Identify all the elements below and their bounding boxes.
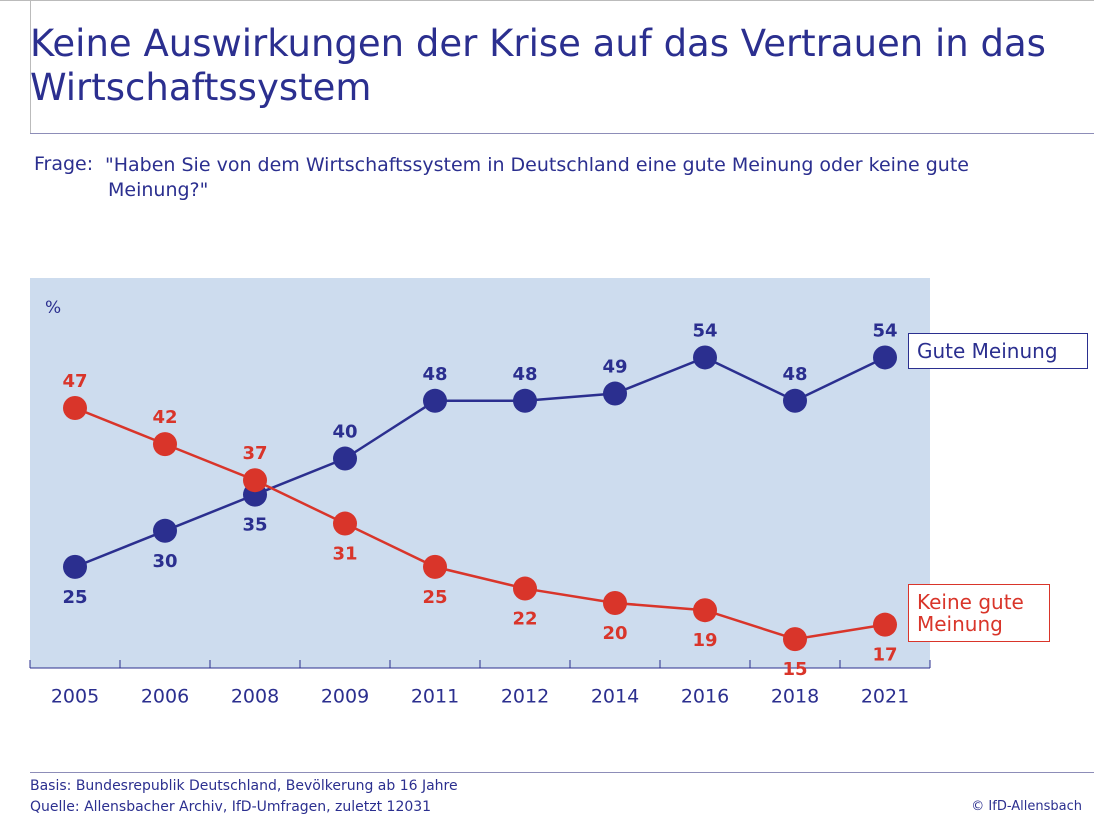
point: [873, 612, 897, 637]
data-label: 25: [422, 587, 447, 608]
divider: [30, 133, 1094, 134]
series-line: [74, 406, 886, 641]
data-label: 54: [692, 320, 717, 341]
point: [603, 591, 627, 615]
point: [63, 396, 87, 420]
data-label: 31: [332, 544, 357, 565]
point: [783, 627, 807, 652]
point: [243, 468, 267, 493]
x-tick-label: 2016: [681, 686, 729, 708]
point: [693, 345, 717, 370]
data-label: 47: [62, 371, 87, 392]
data-label: 48: [782, 364, 807, 385]
data-label: 48: [422, 364, 447, 385]
x-tick-label: 2011: [411, 686, 459, 708]
data-label: 20: [602, 623, 627, 644]
data-label: 35: [242, 515, 267, 536]
data-label: 22: [512, 609, 537, 630]
source: Quelle: Allensbacher Archiv, IfD-Umfrage…: [30, 799, 432, 815]
x-tick-label: 2006: [141, 686, 189, 708]
point: [423, 554, 447, 579]
chart-title: Keine Auswirkungen der Krise auf das Ver…: [30, 22, 1046, 109]
point: [513, 388, 537, 413]
frame-top: [0, 0, 1094, 1]
point: [693, 598, 717, 623]
point: [153, 518, 177, 543]
point: [153, 432, 177, 457]
data-label: 17: [872, 645, 897, 666]
question-label: Frage:: [34, 153, 94, 175]
point: [513, 576, 537, 601]
data-label: 54: [872, 320, 897, 341]
y-axis-label: %: [45, 298, 61, 318]
copyright: © IfD-Allensbach: [971, 799, 1082, 814]
data-label: 48: [512, 364, 537, 385]
data-label: 49: [602, 357, 627, 378]
point: [333, 511, 357, 536]
x-tick-label: 2018: [771, 686, 819, 708]
point: [873, 345, 897, 370]
x-tick-label: 2021: [861, 686, 909, 708]
divider: [30, 772, 1094, 773]
x-tick-label: 2014: [591, 686, 639, 708]
basis: Basis: Bundesrepublik Deutschland, Bevöl…: [30, 778, 458, 794]
frame-left: [30, 0, 31, 133]
point: [603, 381, 627, 406]
data-label: 30: [152, 551, 177, 572]
series-line: [74, 356, 886, 569]
legend-item: Keine gute Meinung: [908, 583, 1050, 642]
point: [63, 554, 87, 579]
plot-area: [30, 278, 930, 668]
legend-item: Gute Meinung: [908, 333, 1088, 370]
data-label: 19: [692, 630, 717, 651]
data-label: 37: [242, 443, 267, 464]
point: [333, 446, 357, 471]
x-tick-label: 2005: [51, 686, 99, 708]
point: [783, 388, 807, 413]
x-tick-label: 2008: [231, 686, 279, 708]
x-tick-label: 2012: [501, 686, 549, 708]
data-label: 40: [332, 422, 357, 443]
data-label: 15: [782, 659, 807, 680]
x-tick-label: 2009: [321, 686, 369, 708]
question: "Haben Sie von dem Wirtschaftssystem in …: [105, 154, 969, 201]
data-label: 42: [152, 407, 177, 428]
point: [423, 388, 447, 413]
data-label: 25: [62, 587, 87, 608]
